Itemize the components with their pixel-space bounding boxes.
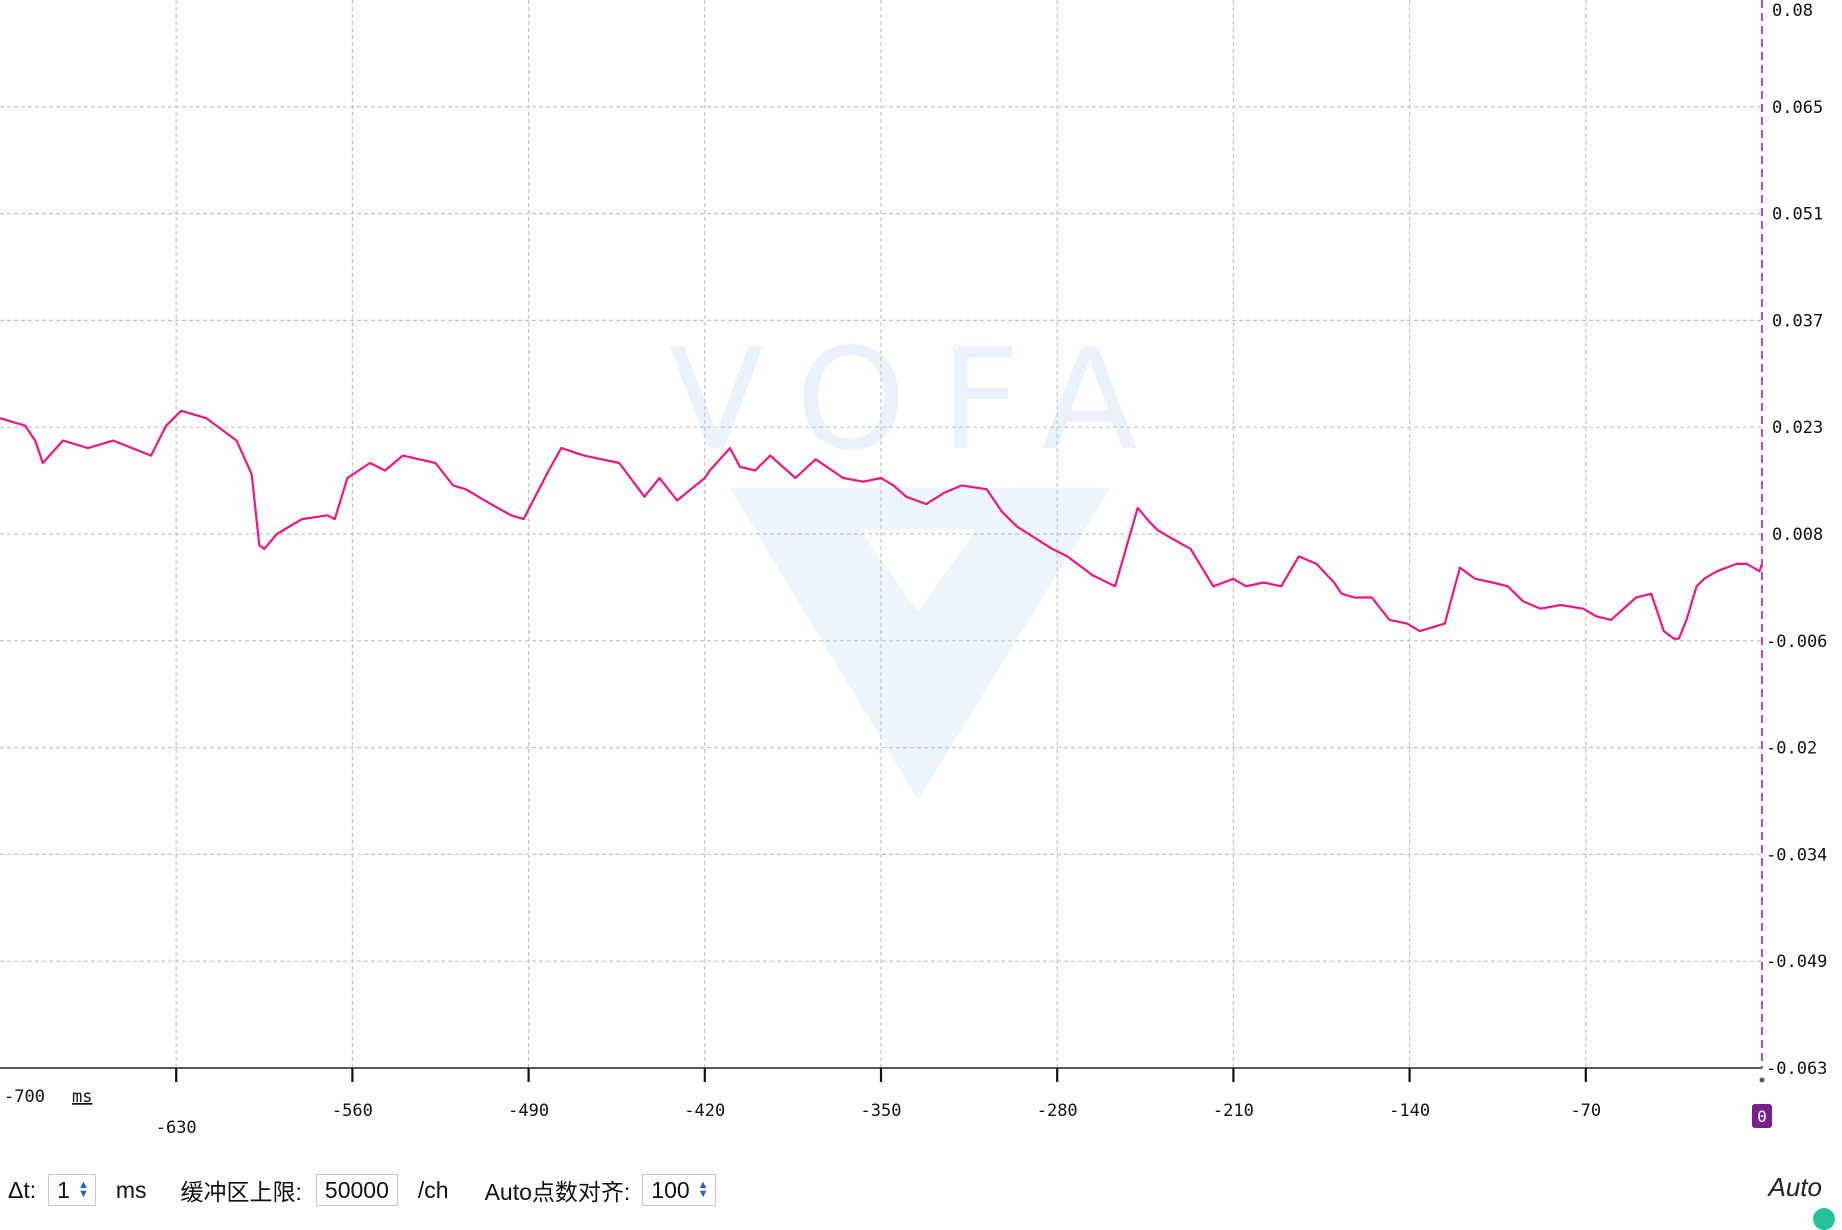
auto-points-label: Auto点数对齐:: [484, 1179, 631, 1205]
y-tick-label: 0.037: [1772, 311, 1823, 331]
x-tick-label: -490: [508, 1101, 549, 1121]
auto-points-value[interactable]: 100: [651, 1176, 690, 1203]
status-dot: [1813, 1208, 1835, 1230]
x-tick-label: -280: [1037, 1101, 1078, 1121]
dt-unit: ms: [115, 1176, 147, 1203]
dt-label: Δt:: [8, 1176, 37, 1203]
x-tick-label: -210: [1213, 1101, 1254, 1121]
spin-down-icon[interactable]: ▼: [77, 1188, 89, 1200]
buffer-unit: /ch: [417, 1176, 449, 1203]
series-layer: [0, 409, 1764, 640]
x-tick-label: -700: [4, 1087, 45, 1107]
y-tick-label: 0.051: [1772, 205, 1823, 225]
spin-down-icon[interactable]: ▼: [697, 1188, 709, 1200]
plot-axes: -700 ms-630-560 -490 -420 -350 -280 -210 -140 -7…: [0, 0, 1827, 1138]
dt-spinbox[interactable]: 1 ▲ ▼: [48, 1174, 96, 1206]
y-tick-label: -0.063: [1766, 1059, 1827, 1079]
plot-grid: [0, 0, 1762, 1068]
waveform-plot[interactable]: VOFA -700 ms-630-560 -490 -420 -350 -280 -210-…: [0, 0, 1842, 1160]
y-tick-label: -0.02: [1766, 739, 1817, 759]
auto-mode-indicator[interactable]: Auto: [1768, 1172, 1823, 1202]
y-tick-label: -0.034: [1766, 845, 1827, 865]
vofa-watermark: VOFA: [669, 319, 1172, 800]
x-tick-label: -420: [684, 1101, 725, 1121]
y-tick-label: 0.065: [1772, 98, 1823, 118]
x-tick-label: -70: [1570, 1101, 1601, 1121]
x-tick-label: -560: [332, 1101, 373, 1121]
buffer-limit-input[interactable]: 50000: [315, 1174, 398, 1206]
dt-spin-arrows[interactable]: ▲ ▼: [77, 1179, 89, 1200]
cursor-x-badge: [1752, 1104, 1772, 1128]
y-tick-label: 0.023: [1772, 418, 1823, 438]
watermark-v-notch: [860, 530, 976, 612]
y-tick-label: 0.008: [1772, 525, 1823, 545]
watermark-text: VOFA: [669, 319, 1172, 482]
buffer-value[interactable]: 50000: [324, 1176, 389, 1203]
watermark-v-shape: [730, 488, 1110, 800]
buffer-label: 缓冲区上限:: [180, 1179, 302, 1205]
x-unit-label: ms: [72, 1087, 92, 1107]
x-tick-label: -630: [156, 1118, 197, 1138]
y-tick-label: 0.08: [1772, 1, 1813, 21]
x-tick-label: -350: [861, 1101, 902, 1121]
cursor-foot-dot: [1759, 1077, 1765, 1083]
auto-points-spinbox[interactable]: 100 ▲ ▼: [642, 1174, 716, 1206]
x-tick-label: 0: [1757, 1107, 1767, 1126]
spin-up-icon[interactable]: ▲: [77, 1179, 89, 1191]
auto-points-spin-arrows[interactable]: ▲ ▼: [697, 1179, 709, 1200]
spin-up-icon[interactable]: ▲: [697, 1179, 709, 1191]
x-tick-label: -140: [1389, 1101, 1430, 1121]
y-tick-label: -0.006: [1766, 632, 1827, 652]
y-tick-label: -0.049: [1766, 952, 1827, 972]
series-line: [0, 409, 1764, 640]
control-bar: Δt: 1 ▲ ▼ ms 缓冲区上限: 50000 /ch Auto点数对齐: …: [0, 1160, 1842, 1220]
dt-value[interactable]: 1: [57, 1176, 70, 1203]
